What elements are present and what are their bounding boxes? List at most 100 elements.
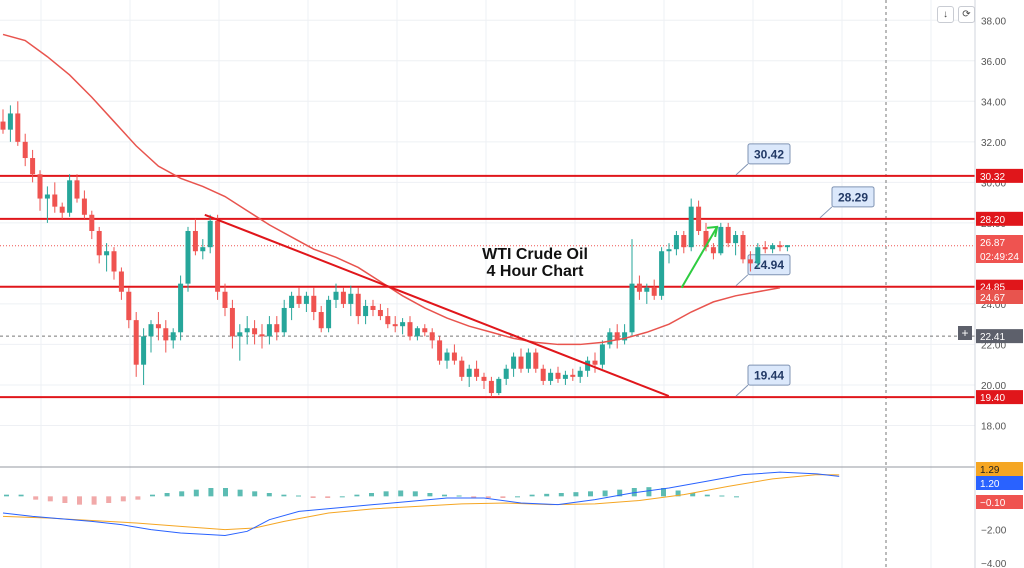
crosshair-price-badge-bg: [976, 329, 1023, 344]
level-price-badge-bg: [976, 168, 1023, 183]
candle-body: [163, 328, 169, 341]
macd-histogram-bar: [398, 490, 404, 497]
callout-pointer: [735, 274, 749, 287]
macd-histogram-bar: [383, 491, 389, 497]
candle-body: [44, 194, 50, 199]
macd-histogram-bar: [135, 496, 141, 500]
macd-histogram-bar: [47, 496, 53, 502]
chart-title-line1: WTI Crude Oil: [482, 246, 588, 263]
candle-body: [503, 368, 509, 379]
green-arrowhead: [707, 225, 719, 238]
refresh-icon[interactable]: ⟳: [958, 6, 975, 23]
candle-body: [703, 230, 709, 248]
candle-body: [89, 214, 95, 231]
macd-histogram-bar: [456, 495, 462, 497]
candle-body: [222, 291, 228, 308]
macd-signal-line: [2, 474, 840, 531]
candle-body: [155, 324, 161, 329]
macd-histogram-bar: [646, 487, 652, 497]
candle-body: [696, 206, 702, 231]
candle-body: [740, 235, 746, 260]
level-callout-label: 19.44: [754, 369, 784, 383]
candle-body: [710, 247, 716, 254]
candle-body: [688, 206, 694, 248]
candle-body: [755, 247, 761, 264]
candle-body: [126, 291, 132, 321]
crosshair-price-badge: 22.41: [980, 332, 1005, 343]
candle-body: [592, 360, 598, 365]
macd-histogram-bar: [631, 488, 637, 497]
price-tick-label: 34.00: [981, 97, 1006, 108]
candle-body: [629, 283, 635, 333]
green-arrow-shaft: [680, 226, 718, 289]
trendline: [204, 213, 670, 398]
candle-body: [622, 332, 628, 341]
chart-title-line2: 4 Hour Chart: [486, 263, 584, 280]
price-tick-label: 38.00: [981, 16, 1006, 27]
level-callout-box: [747, 143, 791, 165]
level-price-badge: 19.40: [980, 393, 1005, 404]
macd-histogram-bar: [412, 491, 418, 497]
candle-body: [673, 235, 679, 250]
candle-body: [363, 305, 369, 317]
candle-body: [525, 352, 531, 369]
candle-body: [355, 293, 361, 317]
candle-body: [274, 324, 280, 333]
candle-body: [607, 332, 613, 345]
candle-body: [259, 334, 265, 337]
macd-histogram-bar: [62, 496, 68, 503]
candle-body: [215, 220, 221, 292]
arrow-down-icon[interactable]: ↓: [937, 6, 954, 23]
grid-lines: [0, 0, 975, 568]
candle-body: [577, 370, 583, 377]
indicator-badge-bg: [976, 476, 1023, 490]
candle-body: [466, 368, 472, 377]
candle-body: [451, 352, 457, 361]
candle-body: [437, 340, 443, 361]
indicator-badge-bg: [976, 462, 1023, 476]
macd-histogram-bar: [33, 496, 39, 500]
candle-body: [548, 372, 554, 381]
candle-body: [414, 328, 420, 337]
candle-body: [185, 230, 191, 284]
candle-body: [636, 283, 642, 292]
macd-histogram-bar: [515, 496, 520, 498]
last-price-badge: 26.87: [980, 238, 1005, 249]
macd-histogram-bar: [310, 496, 316, 498]
indicator-tick-label: −2.00: [981, 526, 1007, 537]
macd-histogram-bar: [252, 491, 258, 497]
candle-body: [348, 293, 354, 304]
candle-body: [385, 316, 391, 325]
candle-body: [762, 247, 768, 250]
candle-body: [326, 299, 332, 329]
candle-body: [22, 141, 28, 159]
macd-histogram-bar: [193, 489, 199, 497]
candle-body: [237, 332, 243, 337]
macd-histogram-bar: [150, 494, 155, 497]
callout-pointer: [819, 206, 833, 219]
price-tick-label: 24.00: [981, 300, 1006, 311]
level-callout-label: 30.42: [754, 147, 784, 161]
candle-body: [148, 324, 154, 337]
candle-body: [644, 287, 650, 292]
macd-histogram-bar: [573, 492, 579, 497]
candle-body: [200, 247, 206, 252]
macd-histogram-bar: [91, 496, 97, 505]
crosshair-plus-icon[interactable]: +: [958, 326, 972, 340]
level-callout-box: [831, 186, 875, 208]
candle-body: [718, 226, 724, 254]
candle-body: [15, 113, 21, 142]
candle-body: [585, 360, 591, 371]
candlestick-series: [0, 101, 790, 398]
macd-histogram-bar: [734, 496, 739, 498]
macd-histogram-bar: [544, 493, 550, 497]
candle-body: [651, 287, 657, 296]
candle-body: [392, 324, 398, 327]
macd-histogram-bar: [266, 493, 272, 497]
candle-body: [459, 360, 465, 377]
candle-body: [74, 180, 80, 199]
level-price-badge: 30.32: [980, 172, 1005, 183]
level-callout-label: 24.94: [754, 258, 784, 272]
candle-body: [533, 352, 539, 369]
